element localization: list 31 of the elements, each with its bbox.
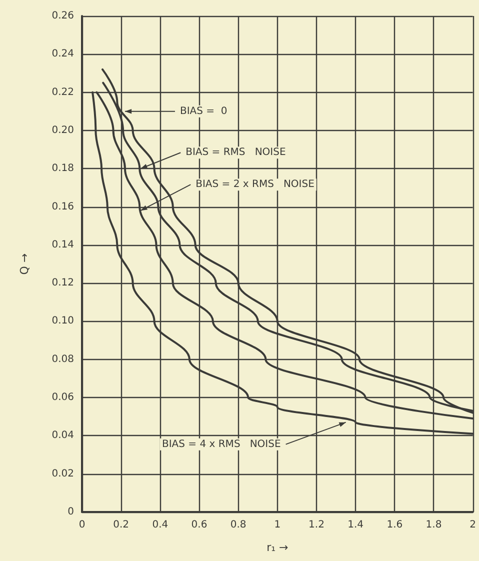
x-tick-label: 1.2 [308,520,324,530]
y-tick-label: 0.10 [52,316,74,327]
x-axis-title: r₁ → [266,541,288,554]
y-tick-label: 0.22 [52,86,74,98]
x-tick-label: 0.4 [152,520,168,530]
x-tick-label: 1 [274,520,281,530]
y-tick-label: 0.12 [52,278,74,289]
x-tick-label: 1.4 [348,520,364,530]
x-tick-label: 0.8 [230,520,246,530]
y-tick-label: 0.14 [52,239,74,250]
x-tick-label: 2 [470,520,476,530]
x-tick-label: 0 [78,520,86,530]
y-tick-label: 0.18 [52,163,74,174]
annotation: BIAS = 2 x RMS NOISE [196,179,314,190]
y-tick-label: 0.16 [52,201,74,212]
y-tick-label: 0.26 [52,10,74,22]
y-tick-label: 0.04 [52,430,74,442]
x-tick-label: 0.6 [191,520,208,530]
y-tick-label: 0.02 [52,468,74,480]
y-axis-title: Q → [18,253,31,275]
y-tick-label: 0.08 [52,354,74,365]
y-tick-label: 0.24 [52,48,74,60]
y-tick-label: 0.06 [52,392,74,404]
annotation: BIAS = 0 [180,106,228,117]
x-tick-label: 1.8 [426,520,442,530]
annotation: BIAS = RMS NOISE [186,147,286,158]
x-tick-label: 0.2 [113,520,130,530]
annotation: BIAS = 4 x RMS NOISE [162,438,281,450]
y-tick-label: 0.20 [52,124,74,136]
y-tick-label: 0 [68,506,74,518]
x-tick-label: 1.6 [386,520,403,530]
